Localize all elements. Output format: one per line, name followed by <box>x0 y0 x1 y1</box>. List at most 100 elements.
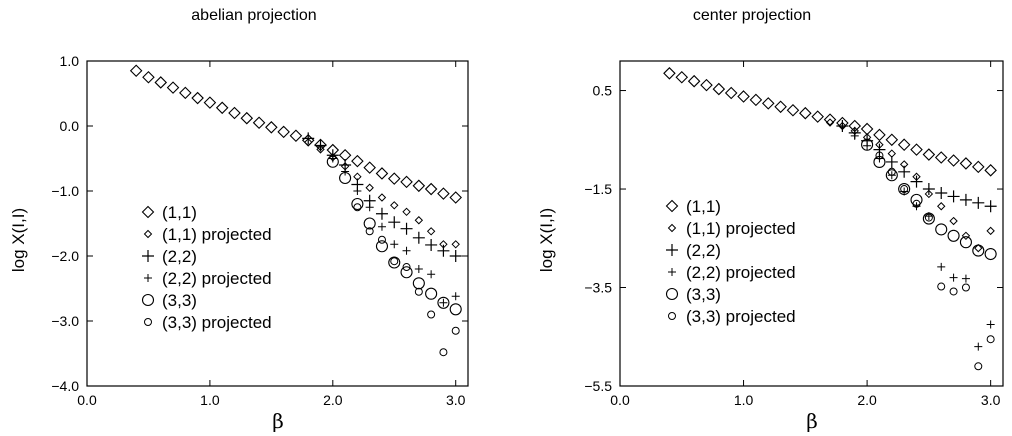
plus-data-point <box>412 231 425 244</box>
diamond-data-point <box>142 70 155 84</box>
diamond-data-point <box>215 101 229 115</box>
x-tick-label: 1.0 <box>200 392 220 408</box>
circle-data-point <box>414 287 423 296</box>
plus-data-point <box>885 155 898 168</box>
diamond-data-point <box>129 64 143 78</box>
plot-area <box>663 67 997 371</box>
plus-data-point <box>302 132 315 145</box>
series-2-2-projected <box>850 131 995 351</box>
diamond-data-point <box>191 91 204 105</box>
legend-plus-symbol <box>668 268 676 276</box>
y-tick-label: −3.5 <box>584 280 612 296</box>
diamond-data-point <box>351 154 364 168</box>
circle-data-point <box>887 167 896 176</box>
diamond-data-point <box>761 97 775 110</box>
plus-data-point <box>836 120 849 132</box>
axis-ticks: 0.0 1.0 2.0 3.0 1.0 0.0 −1.0 −2.0 −3.0 −4.0 <box>51 53 468 408</box>
diamond-data-point <box>424 182 438 196</box>
circle-data-point <box>961 283 970 292</box>
plus-data-point <box>365 203 374 212</box>
plus-data-point <box>873 143 886 156</box>
plus-data-point <box>427 270 436 279</box>
diamond-data-point <box>412 179 426 193</box>
series-1-1 <box>663 67 997 177</box>
diamond-data-point <box>811 110 824 123</box>
x-tick-label: 3.0 <box>446 392 466 408</box>
plot-frame <box>619 60 1004 387</box>
plus-data-point <box>935 186 948 199</box>
circle-data-point <box>949 287 958 296</box>
circle-data-point <box>984 247 997 261</box>
diamond-data-point <box>922 148 936 161</box>
circle-data-point <box>439 348 448 357</box>
circle-data-point <box>974 362 983 371</box>
plus-data-point <box>353 187 362 195</box>
legend-plus-symbol <box>144 274 152 282</box>
plus-data-point <box>910 175 923 188</box>
plus-data-point <box>439 298 448 307</box>
diamond-data-point <box>737 90 750 103</box>
diamond-data-point <box>387 172 401 185</box>
circle-data-point <box>959 236 972 249</box>
legend-plus-symbol <box>666 244 678 256</box>
plus-data-point <box>972 196 985 209</box>
circle-data-point <box>363 217 376 230</box>
legend-label: (1,1) projected <box>162 225 272 244</box>
diamond-data-point <box>414 216 424 225</box>
diamond-data-point <box>986 226 995 236</box>
diamond-data-point <box>949 216 958 226</box>
legend-circle-symbol <box>141 293 155 307</box>
circle-data-point <box>339 171 352 185</box>
diamond-data-point <box>984 164 997 177</box>
center-projection-panel: center projection log X(I,I) β 0.0 1.0 2.0… <box>537 7 1004 433</box>
diamond-data-point <box>402 207 411 217</box>
circle-data-point <box>873 155 886 168</box>
circle-data-point <box>412 277 425 290</box>
series-3-3-projected <box>875 151 995 371</box>
circle-data-point <box>924 213 933 222</box>
plus-data-point <box>375 207 388 220</box>
diamond-data-point <box>700 78 713 92</box>
plus-data-point <box>390 240 399 249</box>
diamond-data-point <box>774 100 787 114</box>
circle-data-point <box>937 282 946 291</box>
plus-data-point <box>377 222 386 231</box>
chart-title: center projection <box>693 7 811 24</box>
legend-circle-symbol <box>668 312 676 320</box>
diamond-data-point <box>228 106 241 120</box>
plus-data-point <box>388 216 401 229</box>
legend-label: (3,3) projected <box>162 313 272 332</box>
chart-title: abelian projection <box>191 7 316 24</box>
circle-data-point <box>922 212 935 225</box>
circle-data-point <box>935 223 948 236</box>
x-tick-label: 1.0 <box>734 392 754 408</box>
diamond-data-point <box>154 76 168 89</box>
circle-data-point <box>425 287 438 300</box>
x-tick-label: 2.0 <box>857 392 877 408</box>
y-tick-label: −5.5 <box>584 378 612 394</box>
y-tick-label: 1.0 <box>60 53 80 69</box>
series-3-3 <box>861 138 997 261</box>
circle-data-point <box>449 303 462 316</box>
diamond-data-point <box>426 227 436 236</box>
circle-data-point <box>875 151 884 160</box>
diamond-data-point <box>897 138 911 151</box>
legend-plus-symbol <box>142 250 154 262</box>
legend-diamond-symbol <box>143 229 153 239</box>
circle-data-point <box>910 193 923 206</box>
series-3-3 <box>326 155 462 316</box>
circle-data-point <box>427 310 436 319</box>
y-tick-label: 0.0 <box>60 118 80 134</box>
plus-data-point <box>959 193 972 206</box>
legend-label: (2,2) projected <box>162 269 272 288</box>
legend-diamond-symbol <box>667 223 677 233</box>
legend-label: (3,3) <box>162 291 197 310</box>
circle-data-point <box>451 326 460 335</box>
circle-data-point <box>351 197 364 211</box>
diamond-data-point <box>203 96 217 109</box>
diamond-data-point <box>972 160 985 174</box>
diamond-data-point <box>860 122 874 136</box>
diamond-data-point <box>873 128 886 142</box>
circle-data-point <box>326 155 339 168</box>
plus-data-point <box>947 190 960 203</box>
